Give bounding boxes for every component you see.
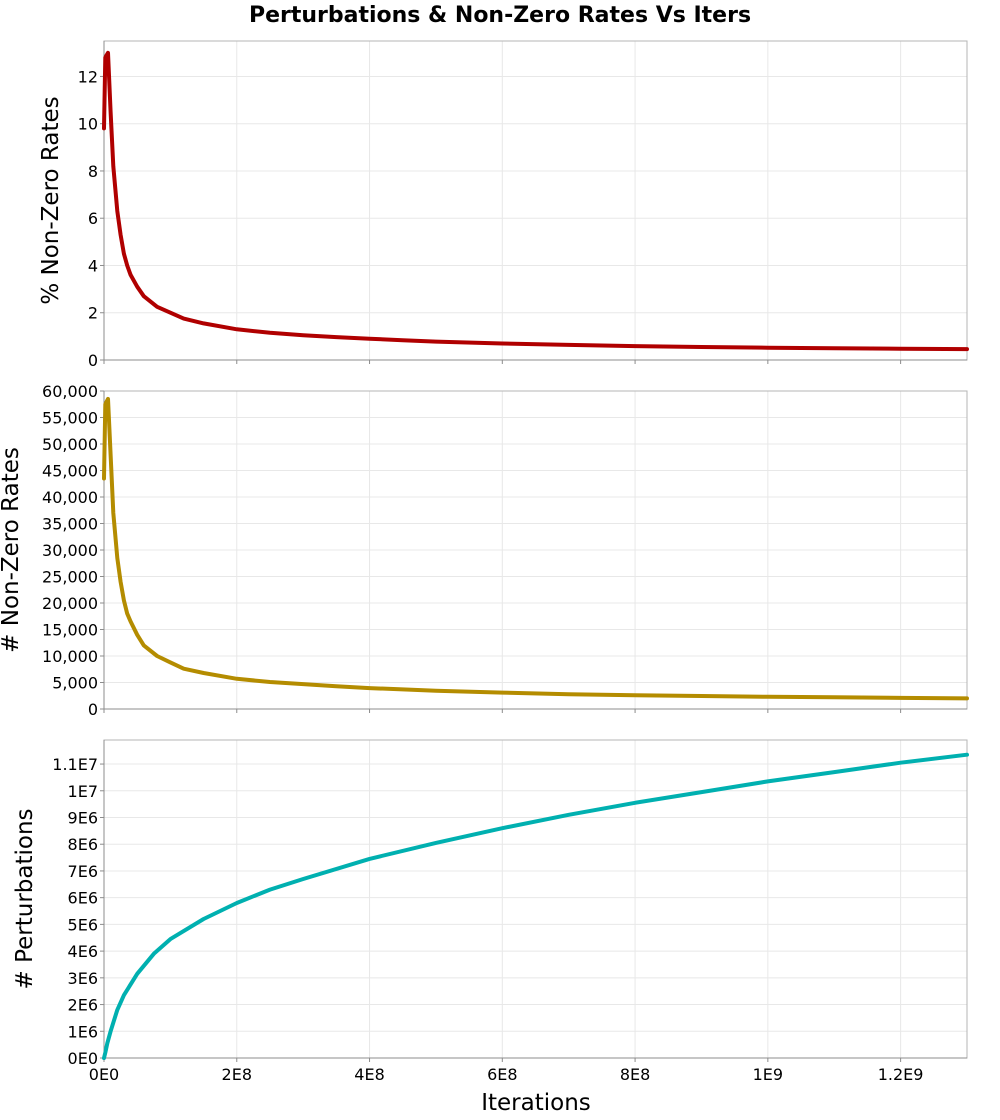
panel-2: 0 5,000 10,000 15,000 20,000 25,000 30,000 35,0…: [0, 382, 969, 719]
y-axis-label: % Non-Zero Rates: [38, 96, 64, 304]
y-tick-label: 35,000: [42, 515, 98, 534]
y-tick-label: 8: [88, 162, 98, 181]
panel-1: 0 2 4 6 8 10 12 % Non-Zero Rates: [38, 40, 969, 370]
series-line: [102, 396, 969, 701]
panel-3: 0E0 1E6 2E6 3E6 4E6 5E6 6E6 7E6 8E6 9E6 1E7 1.1E7 0E…: [12, 739, 969, 1084]
x-tick-label: 0E0: [89, 1065, 119, 1084]
x-tick-label: 2E8: [222, 1065, 252, 1084]
y-tick-label: 40,000: [42, 488, 98, 507]
y-tick-label: 0: [88, 351, 98, 370]
y-tick-label: 5E6: [68, 915, 98, 934]
x-tick-label: 1.2E9: [878, 1065, 924, 1084]
y-tick-label: 1.1E7: [52, 755, 98, 774]
y-axis-label: # Perturbations: [12, 808, 38, 989]
x-tick-label: 8E8: [620, 1065, 650, 1084]
x-axis-label: Iterations: [481, 1090, 591, 1116]
y-tick-label: 2: [88, 304, 98, 323]
y-tick-label: 45,000: [42, 462, 98, 481]
y-tick-label: 30,000: [42, 541, 98, 560]
y-tick-label: 10: [78, 115, 98, 134]
y-tick-label: 55,000: [42, 409, 98, 428]
y-tick-label: 1E7: [68, 782, 98, 801]
series-line: [102, 752, 969, 1060]
y-tick-label: 60,000: [42, 382, 98, 401]
y-tick-label: 5,000: [52, 674, 98, 693]
y-tick-label: 25,000: [42, 568, 98, 587]
y-tick-label: 20,000: [42, 594, 98, 613]
y-tick-label: 50,000: [42, 435, 98, 454]
y-tick-label: 0E0: [68, 1049, 98, 1068]
chart-panels: 0 2 4 6 8 10 12 % Non-Zero Rates 0 5,000 10,000 15,…: [0, 40, 969, 1084]
y-tick-label: 8E6: [68, 835, 98, 854]
y-tick-label: 2E6: [68, 996, 98, 1015]
plot-frame: [103, 739, 968, 1059]
x-tick-label: 4E8: [354, 1065, 384, 1084]
y-tick-label: 10,000: [42, 647, 98, 666]
y-tick-label: 12: [78, 67, 98, 86]
y-axis-label: # Non-Zero Rates: [0, 447, 24, 653]
y-tick-label: 4E6: [68, 942, 98, 961]
y-tick-label: 6: [88, 209, 98, 228]
x-tick-label: 1E9: [753, 1065, 783, 1084]
x-tick-label: 6E8: [487, 1065, 517, 1084]
series-line: [102, 50, 969, 352]
y-tick-label: 0: [88, 700, 98, 719]
y-tick-label: 4: [88, 256, 98, 275]
chart-title: Perturbations & Non-Zero Rates Vs Iters: [249, 3, 751, 28]
y-tick-label: 3E6: [68, 969, 98, 988]
y-tick-label: 7E6: [68, 862, 98, 881]
y-tick-label: 6E6: [68, 889, 98, 908]
y-tick-label: 9E6: [68, 808, 98, 827]
y-tick-label: 15,000: [42, 621, 98, 640]
y-tick-label: 1E6: [68, 1022, 98, 1041]
plot-frame: [103, 40, 968, 361]
